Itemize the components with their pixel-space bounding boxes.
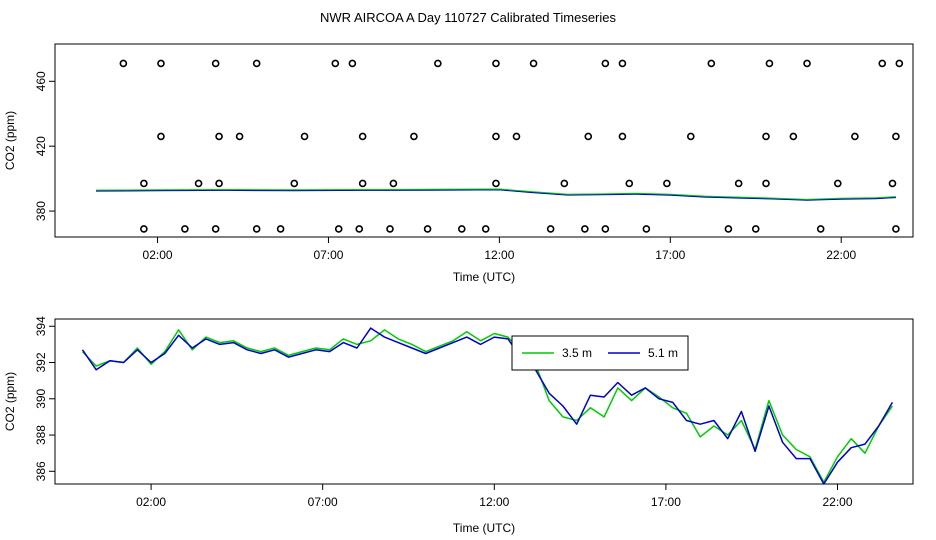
- chart-0-x-tick-label: 22:00: [826, 248, 856, 262]
- chart-0-point: [331, 59, 340, 68]
- chart-0-series-line-companion: [95, 188, 896, 200]
- bottom-panel: 02:00 07:00 12:00 17:00 22:00 386 388 390 392 394…: [3, 316, 914, 535]
- figure-title: NWR AIRCOA A Day 110727 Calibrated Times…: [320, 10, 616, 25]
- chart-1-legend-label-2: 5.1 m: [648, 346, 678, 360]
- chart-0-point: [334, 225, 343, 233]
- chart-0-point: [215, 132, 223, 141]
- chart-0-point: [157, 59, 165, 68]
- chart-1-plot-frame: [54, 318, 914, 485]
- chart-0-point: [386, 225, 394, 233]
- chart-0-y-axis-label: CO2 (ppm): [3, 111, 17, 170]
- chart-0-point: [481, 225, 490, 233]
- chart-0-point: [348, 59, 357, 68]
- chart-0-point: [618, 59, 627, 68]
- chart-1-y-tick-label: 388: [34, 425, 48, 445]
- chart-0-point: [300, 132, 309, 141]
- chart-0-point: [140, 179, 148, 188]
- chart-0-point: [851, 132, 859, 141]
- chart-0-x-tick-label: 02:00: [143, 248, 173, 262]
- chart-1-y-tick-label: 390: [34, 388, 48, 408]
- chart-0-point: [235, 132, 244, 141]
- chart-0-point: [276, 225, 285, 233]
- chart-0-point: [181, 225, 189, 233]
- chart-0-point: [581, 225, 589, 233]
- chart-0-point: [789, 132, 798, 141]
- chart-0-point: [892, 132, 900, 141]
- chart-0-point: [119, 59, 128, 68]
- chart-0-y-tick-label: 460: [34, 71, 48, 91]
- chart-0-point: [803, 59, 811, 68]
- chart-0-point: [642, 225, 651, 233]
- chart-0-point: [618, 132, 627, 141]
- top-panel: 02:00 07:00 12:00 17:00 22:00 380 420 460 Time (…: [3, 43, 914, 284]
- chart-0-point: [194, 179, 203, 188]
- chart-0-series-line-1: [95, 188, 896, 201]
- chart-0-point: [252, 59, 261, 68]
- chart-0-point: [895, 59, 904, 68]
- chart-0-x-tick-label: 12:00: [484, 248, 514, 262]
- chart-0-point: [878, 59, 887, 68]
- chart-0-point: [252, 225, 261, 233]
- chart-0-point: [358, 179, 367, 188]
- chart-0-x-tick-label: 07:00: [313, 248, 343, 262]
- chart-1-y-tick-label: 394: [34, 316, 48, 336]
- chart-0-point: [140, 225, 148, 233]
- chart-0-point: [601, 59, 610, 68]
- chart-1-y-tick-label: 386: [34, 461, 48, 481]
- chart-0-point: [492, 59, 500, 68]
- chart-0-point: [888, 179, 897, 188]
- chart-0-point: [512, 132, 521, 141]
- chart-0-point: [833, 179, 842, 188]
- chart-0-x-axis-label: Time (UTC): [453, 270, 515, 284]
- chart-0-point: [211, 59, 220, 68]
- chart-0-y-tick-label: 380: [34, 201, 48, 221]
- chart-0-point: [410, 132, 418, 141]
- chart-0-point: [707, 59, 716, 68]
- chart-0-point: [457, 225, 466, 233]
- chart-0-point: [355, 225, 364, 233]
- chart-1-x-tick-label: 07:00: [308, 495, 338, 509]
- chart-0-point: [389, 179, 398, 188]
- chart-0-point: [751, 225, 760, 233]
- chart-0-point: [492, 179, 500, 188]
- chart-1-x-tick-label: 17:00: [651, 495, 681, 509]
- chart-0-point: [816, 225, 825, 233]
- chart-1-series-line-2: [81, 327, 894, 485]
- chart-0-point: [584, 132, 593, 141]
- chart-1-x-tick-label: 02:00: [136, 495, 166, 509]
- chart-1-x-tick-label: 12:00: [479, 495, 509, 509]
- chart-0-x-tick-label: 17:00: [655, 248, 685, 262]
- chart-0-point: [157, 132, 165, 141]
- chart-0-y-tick-label: 420: [34, 136, 48, 156]
- chart-0-point: [529, 59, 538, 68]
- chart-0-point: [762, 179, 770, 188]
- chart-0-point: [211, 225, 220, 233]
- chart-1-x-tick-label: 22:00: [822, 495, 852, 509]
- chart-1-x-axis-label: Time (UTC): [453, 521, 515, 535]
- chart-0-point: [560, 179, 569, 188]
- chart-0-point: [765, 59, 774, 68]
- chart-0-point: [734, 179, 743, 188]
- chart-1-y-tick-label: 392: [34, 352, 48, 372]
- chart-0-point: [601, 225, 610, 233]
- chart-0-point: [892, 225, 900, 233]
- chart-0-point: [724, 225, 733, 233]
- chart-0-point: [762, 132, 770, 141]
- chart-0-point: [492, 132, 500, 141]
- chart-1-y-axis-label: CO2 (ppm): [3, 372, 17, 431]
- chart-0-point: [663, 179, 671, 188]
- chart-0-point: [358, 132, 367, 141]
- chart-1-legend-label-1: 3.5 m: [562, 346, 592, 360]
- chart-0-point: [215, 179, 223, 188]
- chart-0-point: [687, 132, 695, 141]
- chart-0-point: [434, 59, 442, 68]
- chart-1-series-line-1: [81, 329, 894, 483]
- chart-0-point: [423, 225, 432, 233]
- chart-0-point: [546, 225, 555, 233]
- chart-0-point: [625, 179, 634, 188]
- chart-0-point: [290, 179, 299, 188]
- chart-0-plot-frame: [54, 43, 914, 238]
